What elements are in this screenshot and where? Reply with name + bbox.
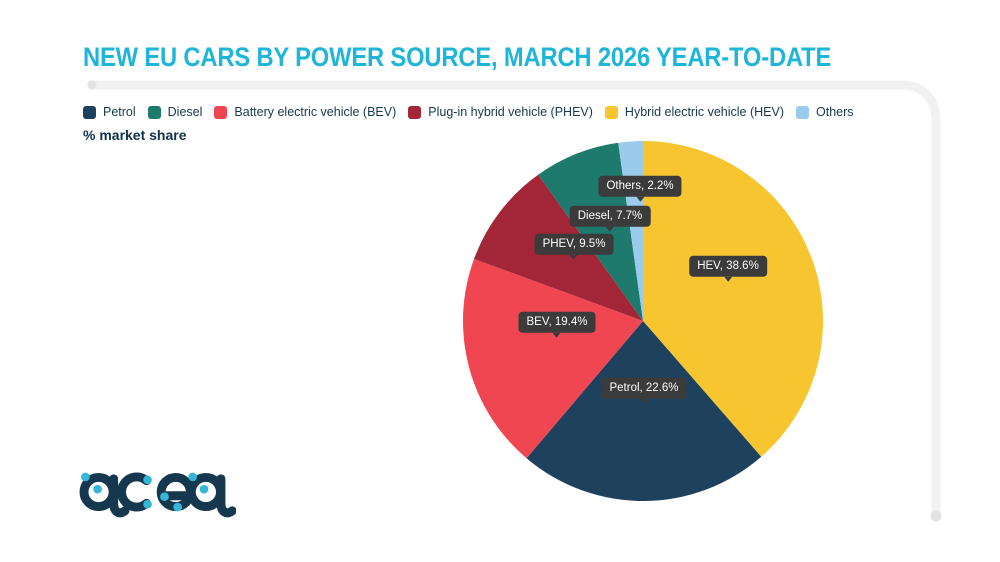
legend-item-others: Others [796,105,854,119]
legend-item-plug-in-hybrid-vehicle-phev: Plug-in hybrid vehicle (PHEV) [408,105,593,119]
pie-label-diesel: Diesel, 7.7% [569,205,651,231]
frame-line-end-cap [930,510,942,522]
legend-item-hybrid-electric-vehicle-hev: Hybrid electric vehicle (HEV) [604,105,784,119]
legend-label: Diesel [167,105,203,119]
legend-swatch-plug-in-hybrid-vehicle-phev [408,105,422,119]
chart-title: NEW EU CARS BY POWER SOURCE, MARCH 2026 … [83,42,832,72]
legend-label: Petrol [103,105,136,119]
legend-swatch-hybrid-electric-vehicle-hev [604,105,618,119]
legend: Petrol Diesel Battery electric vehicle (BE… [83,105,854,119]
legend-swatch-battery-electric-vehicle-bev [214,105,228,119]
frame-line-start-cap [87,80,97,90]
legend-swatch-diesel [147,105,161,119]
pie-slice-bev [463,258,643,459]
pie-slice-hev [643,141,823,457]
pie-label-bev: BEV, 19.4% [518,311,596,337]
legend-item-diesel: Diesel [147,105,203,119]
pie-slice-petrol [526,321,762,501]
legend-item-battery-electric-vehicle-bev: Battery electric vehicle (BEV) [214,105,396,119]
legend-label: Hybrid electric vehicle (HEV) [624,105,784,119]
pie-label-phev: PHEV, 9.5% [534,233,614,259]
pie-label-hev: HEV, 38.6% [689,255,767,281]
legend-swatch-others [796,105,809,119]
legend-label: Plug-in hybrid vehicle (PHEV) [428,105,593,119]
legend-swatch-petrol [83,105,96,119]
acea-logo [79,472,236,518]
legend-label: Battery electric vehicle (BEV) [234,105,397,119]
logo-dot-accents [81,472,209,512]
unit-note: % market share [83,127,187,143]
legend-label: Others [816,105,854,119]
pie-label-petrol: Petrol, 22.6% [601,377,687,403]
pie-label-others: Others, 2.2% [598,175,682,201]
legend-item-petrol: Petrol [83,105,136,119]
